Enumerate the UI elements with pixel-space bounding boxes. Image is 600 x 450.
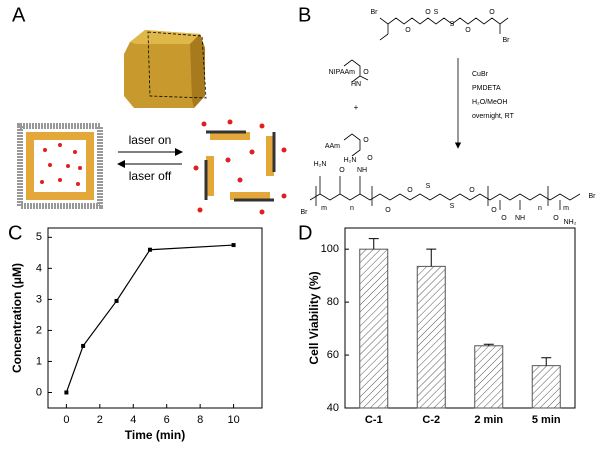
atom-label: H₂N: [314, 161, 327, 168]
x-tick-label: 2 min: [474, 414, 503, 426]
reagent: +: [354, 103, 359, 112]
y-tick-label: 80: [327, 296, 339, 308]
cage-open: [193, 119, 287, 215]
atom-label: HN: [351, 81, 361, 88]
condition: H₂O/MeOH: [472, 99, 507, 106]
x-tick-label: 6: [164, 414, 170, 426]
atom-label: m: [321, 205, 327, 212]
y-tick-label: 60: [327, 349, 339, 361]
atom-label: O: [553, 215, 559, 222]
atom-label: S: [426, 183, 431, 190]
reagent: AAm: [325, 143, 340, 150]
panel-label: C: [8, 222, 22, 244]
y-tick-label: 5: [36, 231, 42, 243]
y-axis-label: Concentration (μM): [10, 263, 24, 373]
x-tick-label: C-1: [365, 414, 383, 426]
atom-label: S: [434, 9, 439, 16]
atom-label: O: [469, 187, 475, 194]
plot-frame: [344, 227, 576, 409]
atom-label: NH₂: [564, 219, 577, 226]
atom-label: O: [491, 207, 497, 214]
arrow-label: laser on: [129, 133, 172, 147]
cage-closed: [17, 123, 103, 209]
atom-label: NH: [515, 215, 525, 222]
charts: 0 1 2 3 4 5 Concentration (μM) Time (min) 0 2 4 6 8 1…: [10, 227, 576, 442]
error-bar: [368, 238, 379, 250]
y-tick-label: 3: [36, 293, 42, 305]
chem-bonds: [309, 17, 581, 210]
y-tick-label: 40: [327, 402, 339, 414]
atom-label: O: [425, 9, 431, 16]
y-axis-label: Cell Viability (%): [307, 271, 321, 364]
atom-label: O: [339, 167, 345, 174]
data-line: [65, 244, 234, 393]
x-tick-label: C-2: [422, 414, 440, 426]
atom-label: H₂N: [344, 157, 357, 164]
atom-label: n: [350, 205, 354, 212]
bar: [416, 265, 446, 409]
atom-label: m: [563, 205, 569, 212]
atom-label: Br: [301, 209, 309, 216]
x-tick-label: 8: [197, 414, 203, 426]
error-bar: [541, 357, 552, 366]
atom-label: O: [465, 27, 471, 34]
bar: [531, 365, 561, 409]
y-tick-label: 1: [36, 355, 42, 367]
condition: CuBr: [472, 71, 489, 78]
data-point: [64, 390, 69, 395]
condition: overnight, RT: [472, 113, 515, 120]
bar: [474, 345, 504, 409]
y-tick-label: 100: [321, 243, 339, 255]
atom-label: O: [501, 215, 507, 222]
panel-label: A: [12, 4, 26, 26]
error-bar: [426, 248, 437, 267]
x-tick-label: 5 min: [532, 414, 561, 426]
y-tick-label: 2: [36, 324, 42, 336]
atom-label: Br: [589, 193, 597, 200]
condition: PMDETA: [472, 85, 501, 92]
arrow-label: laser off: [129, 169, 172, 183]
data-point: [114, 298, 119, 303]
atom-label: n: [538, 205, 542, 212]
y-tick-label: 4: [36, 262, 42, 274]
atom-label: O: [489, 9, 495, 16]
x-axis-label: Time (min): [125, 428, 185, 442]
error-bar: [483, 343, 494, 346]
atom-label: O: [407, 187, 413, 194]
atom-label: O: [385, 207, 391, 214]
atom-label: S: [450, 21, 455, 28]
x-tick-label: 10: [227, 414, 239, 426]
atom-label: O: [367, 155, 373, 162]
data-point: [147, 247, 152, 252]
atom-label: O: [363, 137, 369, 144]
x-tick-label: 2: [97, 414, 103, 426]
atom-label: O: [405, 27, 411, 34]
atom-label: Br: [503, 37, 511, 44]
bar: [359, 248, 389, 409]
atom-label: O: [363, 69, 369, 76]
panel-label: D: [298, 222, 312, 244]
atom-label: S: [450, 203, 455, 210]
gold-nanocage: [124, 30, 207, 108]
atom-label: NH: [357, 167, 367, 174]
plot-frame: [47, 227, 263, 409]
data-point: [231, 243, 236, 248]
conditions: CuBr PMDETA H₂O/MeOH overnight, RT: [472, 71, 515, 120]
x-tick-label: 4: [130, 414, 136, 426]
y-tick-label: 0: [36, 386, 42, 398]
atom-label: Br: [371, 9, 379, 16]
panel-label: B: [298, 4, 311, 26]
reagent: NIPAAm: [329, 69, 355, 76]
x-tick-label: 0: [63, 414, 69, 426]
data-point: [81, 343, 86, 348]
